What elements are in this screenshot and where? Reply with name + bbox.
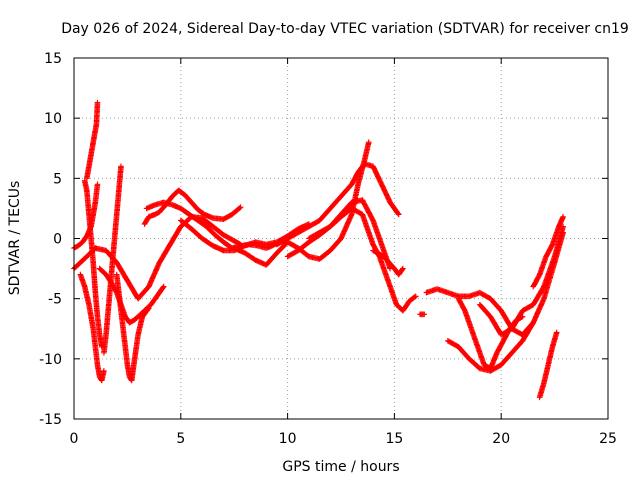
y-tick-label: 5 [53,171,62,187]
y-tick-label: -15 [39,412,62,428]
data-series-arc-01 [71,181,101,251]
data-series-arc-20 [445,319,536,374]
x-axis-label: GPS time / hours [282,459,399,475]
data-series-arc-19 [455,295,526,372]
x-tick-label: 10 [279,431,297,447]
data-point [237,204,244,210]
data-series-arc-14 [284,205,419,314]
data-series-arc-10 [143,199,287,251]
x-tick-label: 25 [599,431,617,447]
data-point [553,329,560,336]
data-series-arc-04 [77,271,107,384]
data-point [94,181,101,188]
y-tick-label: 15 [44,51,62,67]
data-point [366,139,372,145]
x-tick-label: 0 [70,431,79,447]
data-point [399,266,405,273]
data-series-arc-22 [536,329,560,401]
data-point [530,319,536,326]
grid-lines [74,58,608,419]
data-series-arc-23 [530,214,566,290]
data-point [118,163,124,170]
data-series-arc-07 [113,271,152,384]
data-point [395,210,401,217]
x-tick-label: 5 [176,431,185,447]
data-point [94,99,101,106]
axis-ticks: 0 5 10 15 20 25 -15 -10 -5 0 5 10 15 [39,51,617,447]
chart-title: Day 026 of 2024, Sidereal Day-to-day VTE… [61,21,629,37]
data-point [146,305,152,312]
y-tick-label: -5 [48,292,62,308]
data-point [395,211,402,218]
x-tick-label: 15 [385,431,403,447]
data-point [160,283,167,290]
data-series-arc-21 [477,223,566,338]
data-series-arc-02 [84,99,101,182]
data-point [560,214,566,220]
data-point [145,306,151,312]
data-series-arc-16 [370,247,406,278]
data-point [413,293,419,300]
y-tick-label: 0 [53,232,62,248]
data-point [421,311,428,318]
y-tick-label: -10 [39,352,62,368]
y-axis-label: SDTVAR / TECUs [7,181,23,296]
data-series-arc-17 [417,311,428,318]
data-point [400,265,406,272]
data-point [236,205,243,211]
data-point [101,368,107,374]
data-markers [71,99,566,401]
data-series-arc-12 [231,139,372,268]
data-point [412,294,418,300]
x-tick-label: 20 [492,431,510,447]
data-series-arc-06 [101,163,124,356]
data-series-arc-09 [141,187,244,227]
data-point [529,321,536,327]
y-tick-label: 10 [44,111,62,127]
data-point [160,284,166,291]
data-series-arc-13 [274,161,402,248]
